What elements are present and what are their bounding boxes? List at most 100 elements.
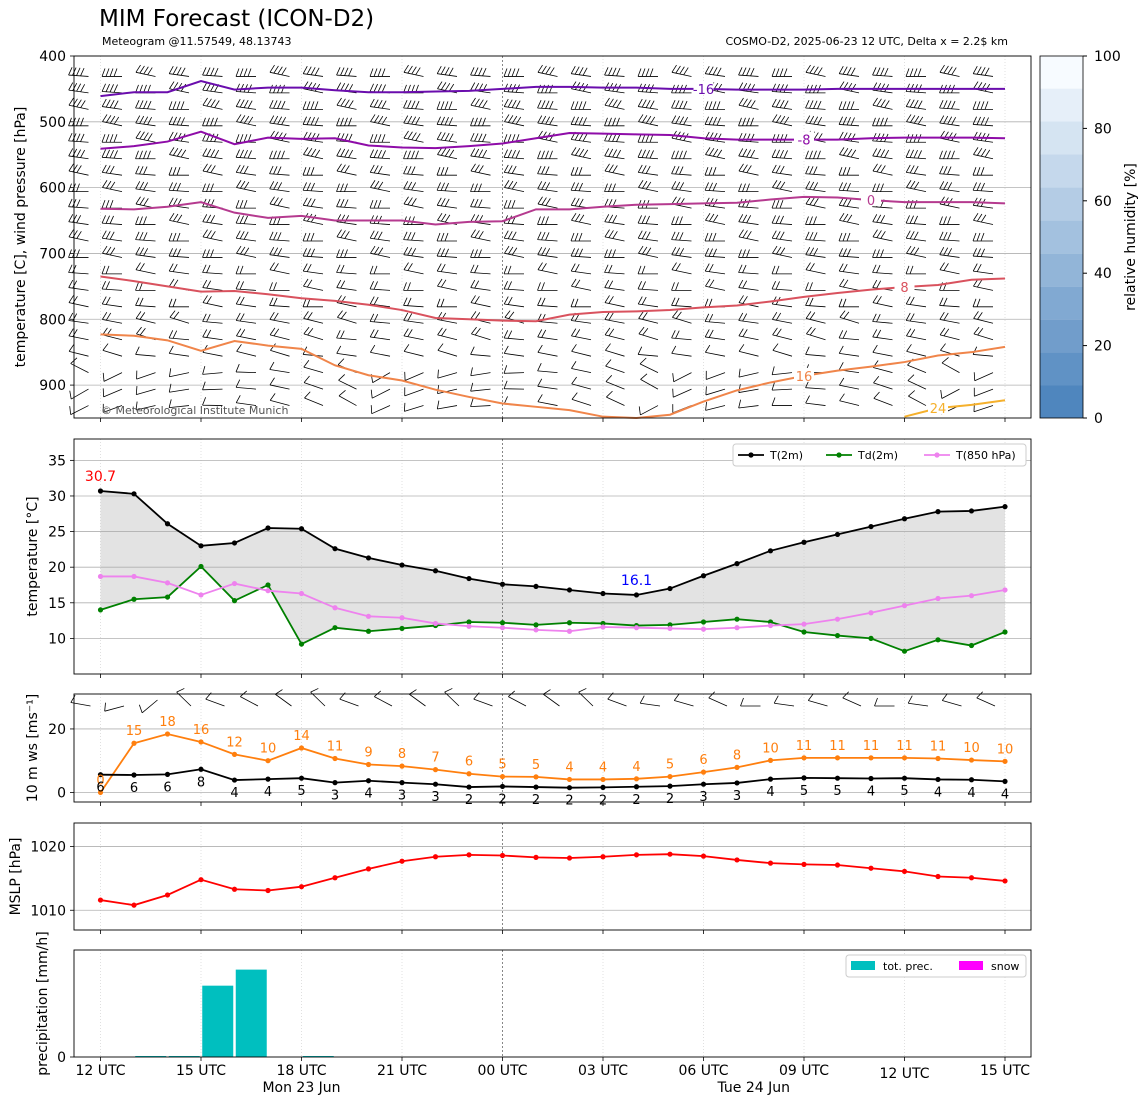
wind-barb [671,330,692,341]
wind-barb [101,281,123,291]
wind-barb [872,117,893,127]
wind-barb [302,131,324,143]
wind-barb [704,167,725,176]
wind-barb [369,215,391,225]
wind-barb [303,375,324,390]
wind-barb [571,361,592,374]
wind-barb [235,296,257,308]
wind-barb [771,83,793,94]
wind-barb [68,214,89,225]
td2m-point [332,625,338,631]
wind-barb [872,82,893,94]
wind-barb [503,365,525,374]
wind-barb [571,376,592,390]
wind-barb [771,134,792,143]
wind-barb [68,344,89,357]
wind-barb [235,68,256,77]
wind-barb [838,248,860,258]
wind-barb [470,117,491,127]
wind-barb [939,150,960,160]
wind-barb [805,311,826,324]
mean-wind-point [868,775,874,782]
wind-barb [470,97,491,110]
surface-wind-barb [138,699,158,714]
wind-barb [872,148,893,160]
wind-barb [370,388,391,399]
wind-barb [168,131,190,143]
mean-wind-value-label: 5 [833,784,841,799]
wind-barb [269,115,290,127]
wind-barb [403,328,424,341]
day-label: Mon 23 Jun [262,1080,340,1096]
wind-barb [269,393,290,406]
wind-barb [269,64,290,77]
td2m-point [365,628,372,634]
wind-barb [537,297,558,308]
wind-barb [336,183,357,193]
wind-barb [907,374,927,390]
wind-barb [738,344,759,357]
wind-barb [771,68,792,77]
wind-barb [872,264,893,275]
isotherm-label-bg [928,400,948,415]
wind-barb [503,296,525,308]
gust-value-label: 5 [498,758,506,773]
mean-wind-value-label: 2 [632,793,640,808]
wind-barb [637,68,658,77]
wind-barb [503,230,525,242]
wind-barb [236,114,257,127]
isotherm-label: 24 [930,402,947,417]
wind-barb [771,281,793,291]
wind-barb [436,298,457,308]
wind-barb [905,215,927,225]
wind-barb [738,97,759,110]
wind-barb [470,148,491,160]
colorbar-label: relative humidity [%] [1123,163,1139,311]
gust-value-label: 4 [632,760,640,775]
wind-barb [939,181,960,193]
wind-barb [403,196,424,209]
t2m-point [667,585,673,592]
pressure-tick-label: 800 [39,312,66,328]
pressure-tick-label: 600 [39,181,66,197]
wind-barb [972,167,993,176]
mslp-point [164,892,171,898]
wind-barb [470,279,491,291]
wind-barb [704,65,726,77]
wind-barb [738,328,759,341]
mean-wind-value-label: 3 [398,789,406,804]
wind-barb [872,183,893,193]
gust-value-label: 8 [733,748,741,763]
wind-barb [838,116,860,127]
wind-barb [906,180,927,193]
wind-barb [671,231,692,242]
legend-marker [748,452,754,458]
wind-barb [604,67,625,77]
wind-barb [470,346,491,357]
wind-barb [471,326,491,341]
t2m-point [198,543,204,549]
wind-barb [504,245,525,258]
wind-barb [570,298,591,308]
mslp-point [901,868,908,875]
wind-barb [303,326,324,341]
wind-barb [671,165,692,176]
wind-barb [604,148,625,160]
wind-barb [303,81,324,94]
colorbar-band [1040,187,1083,221]
wind-barb [403,262,424,275]
precipitation-bar [202,985,234,1057]
mslp-point [399,858,405,864]
wind-barb [403,64,424,77]
wind-barb [202,264,223,275]
wind-barb [906,344,927,357]
wind-barb [503,380,525,390]
colorbar-frame [1039,55,1084,419]
wind-barb [939,100,960,110]
surface-wind-barb [941,693,962,707]
wind-barb [905,98,927,110]
wind-barb [235,312,257,324]
wind-barb [101,83,123,94]
wind-barb [302,182,324,193]
wind-barb [637,346,659,357]
